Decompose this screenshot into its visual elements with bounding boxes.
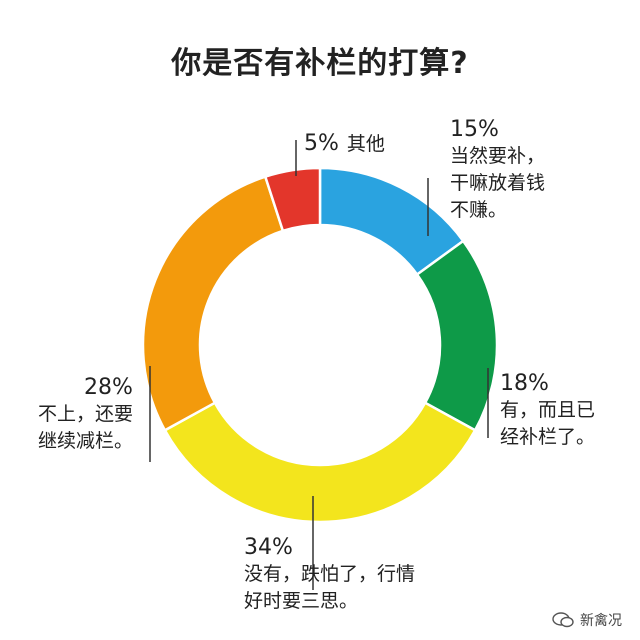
slice-0-percent: 15% (450, 117, 499, 142)
label-slice-2: 34% 没有，跌怕了，行情 好时要三思。 (244, 534, 415, 615)
watermark: 新禽况 (552, 610, 622, 630)
label-slice-4: 5% 其他 (304, 130, 385, 158)
wechat-icon (552, 612, 574, 628)
slice-4-percent: 5% (304, 131, 339, 156)
slice-1-text-line-1: 有，而且已 (500, 399, 596, 421)
slice-2-text-line-2: 好时要三思。 (244, 590, 359, 612)
slice-0-text-line-1: 当然要补， (450, 145, 546, 167)
slice-3-text-line-1: 不上，还要 (38, 403, 134, 425)
donut-slice-2 (163, 401, 477, 524)
slice-0-text-line-2: 干嘛放着钱 (450, 172, 546, 194)
slice-2-percent: 34% (244, 535, 293, 560)
slice-0-text-line-3: 不赚。 (450, 199, 508, 221)
donut-slice-4 (263, 166, 322, 233)
slice-1-percent: 18% (500, 371, 549, 396)
chart-title: 你是否有补栏的打算? (171, 46, 469, 81)
label-slice-1: 18% 有，而且已 经补栏了。 (500, 370, 595, 451)
slice-1-text-line-2: 经补栏了。 (500, 426, 596, 448)
label-slice-3: 28% 不上，还要 继续减栏。 (38, 374, 133, 455)
watermark-text: 新禽况 (580, 613, 622, 629)
slice-2-text-line-1: 没有，跌怕了，行情 (244, 563, 416, 585)
slice-3-percent: 28% (84, 375, 133, 400)
label-slice-0: 15% 当然要补， 干嘛放着钱 不赚。 (450, 116, 545, 224)
donut-slice-3 (141, 175, 285, 432)
donut-slice-1 (415, 239, 499, 432)
slice-3-text-line-2: 继续减栏。 (38, 430, 134, 452)
slice-4-text: 其他 (346, 133, 385, 155)
